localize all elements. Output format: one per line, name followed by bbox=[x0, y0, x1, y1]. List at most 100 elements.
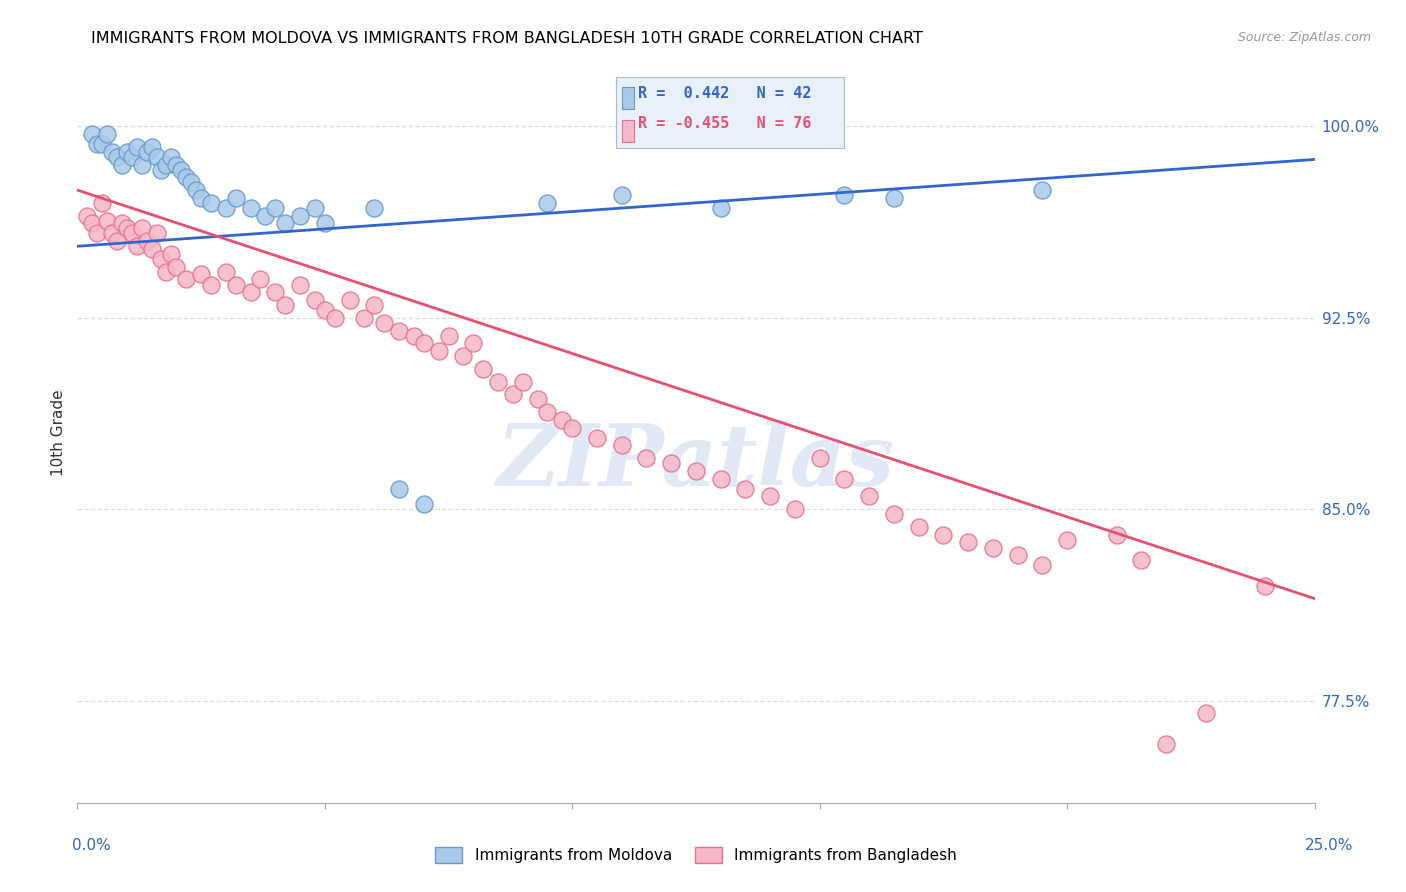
Text: IMMIGRANTS FROM MOLDOVA VS IMMIGRANTS FROM BANGLADESH 10TH GRADE CORRELATION CHA: IMMIGRANTS FROM MOLDOVA VS IMMIGRANTS FR… bbox=[91, 31, 924, 46]
Point bbox=[526, 392, 548, 407]
Point bbox=[783, 502, 806, 516]
Point bbox=[388, 324, 411, 338]
Point bbox=[135, 234, 157, 248]
Point bbox=[264, 201, 287, 215]
Point bbox=[215, 265, 238, 279]
Point bbox=[314, 303, 336, 318]
Text: R =  0.442   N = 42: R = 0.442 N = 42 bbox=[638, 87, 811, 102]
Point bbox=[121, 150, 143, 164]
Point bbox=[121, 227, 143, 241]
Point bbox=[141, 242, 163, 256]
Point bbox=[808, 451, 831, 466]
Point bbox=[486, 375, 509, 389]
Point bbox=[710, 472, 733, 486]
Legend: Immigrants from Moldova, Immigrants from Bangladesh: Immigrants from Moldova, Immigrants from… bbox=[429, 841, 963, 869]
Point bbox=[502, 387, 524, 401]
Point bbox=[339, 293, 361, 307]
Point bbox=[190, 268, 212, 282]
Point bbox=[174, 170, 197, 185]
Point bbox=[834, 472, 856, 486]
Point bbox=[323, 310, 346, 325]
Point bbox=[165, 157, 187, 171]
Point bbox=[710, 201, 733, 215]
Point bbox=[472, 361, 495, 376]
Point bbox=[170, 162, 193, 177]
Point bbox=[402, 328, 425, 343]
Point bbox=[254, 209, 277, 223]
Point bbox=[981, 541, 1004, 555]
Bar bbox=[616, 78, 845, 147]
Point bbox=[363, 201, 385, 215]
Point bbox=[463, 336, 485, 351]
Point bbox=[373, 316, 395, 330]
Point bbox=[536, 195, 558, 210]
Point bbox=[957, 535, 980, 549]
Point bbox=[274, 216, 297, 230]
Point bbox=[141, 139, 163, 153]
Text: 25.0%: 25.0% bbox=[1305, 838, 1353, 854]
Point bbox=[135, 145, 157, 159]
Point bbox=[304, 201, 326, 215]
Point bbox=[180, 176, 202, 190]
Point bbox=[685, 464, 707, 478]
Point bbox=[239, 285, 262, 300]
Point bbox=[536, 405, 558, 419]
Point bbox=[427, 343, 450, 358]
Point bbox=[314, 216, 336, 230]
Point bbox=[111, 216, 134, 230]
Point bbox=[184, 183, 207, 197]
Point bbox=[1056, 533, 1078, 547]
Point bbox=[304, 293, 326, 307]
Point bbox=[1031, 183, 1053, 197]
Text: Source: ZipAtlas.com: Source: ZipAtlas.com bbox=[1237, 31, 1371, 45]
Point bbox=[76, 209, 98, 223]
Point bbox=[1154, 737, 1177, 751]
Point bbox=[1195, 706, 1218, 721]
Point bbox=[91, 195, 114, 210]
Point bbox=[155, 157, 177, 171]
Point bbox=[190, 191, 212, 205]
Point bbox=[883, 508, 905, 522]
Point bbox=[412, 336, 434, 351]
Point bbox=[96, 213, 118, 227]
Point bbox=[249, 272, 271, 286]
Bar bbox=[621, 120, 634, 142]
Point bbox=[145, 227, 167, 241]
Point bbox=[636, 451, 658, 466]
Point bbox=[131, 221, 153, 235]
Point bbox=[437, 328, 460, 343]
Point bbox=[200, 277, 222, 292]
Point bbox=[561, 420, 583, 434]
Point bbox=[551, 413, 574, 427]
Point bbox=[145, 150, 167, 164]
Point bbox=[1130, 553, 1153, 567]
Text: R = -0.455   N = 76: R = -0.455 N = 76 bbox=[638, 116, 811, 131]
Point bbox=[1105, 527, 1128, 541]
Point bbox=[125, 139, 148, 153]
Point bbox=[82, 216, 104, 230]
Point bbox=[858, 490, 880, 504]
Point bbox=[932, 527, 955, 541]
Point bbox=[91, 137, 114, 152]
Point bbox=[105, 234, 128, 248]
Point bbox=[200, 195, 222, 210]
Point bbox=[174, 272, 197, 286]
Point bbox=[215, 201, 238, 215]
Point bbox=[115, 221, 138, 235]
Point bbox=[225, 277, 247, 292]
Point bbox=[165, 260, 187, 274]
Bar bbox=[621, 87, 634, 109]
Point bbox=[115, 145, 138, 159]
Point bbox=[907, 520, 929, 534]
Point bbox=[759, 490, 782, 504]
Point bbox=[353, 310, 375, 325]
Point bbox=[155, 265, 177, 279]
Point bbox=[659, 456, 682, 470]
Point bbox=[131, 157, 153, 171]
Point bbox=[274, 298, 297, 312]
Point bbox=[363, 298, 385, 312]
Text: ZIPatlas: ZIPatlas bbox=[496, 420, 896, 504]
Point bbox=[150, 162, 173, 177]
Point bbox=[105, 150, 128, 164]
Point bbox=[96, 127, 118, 141]
